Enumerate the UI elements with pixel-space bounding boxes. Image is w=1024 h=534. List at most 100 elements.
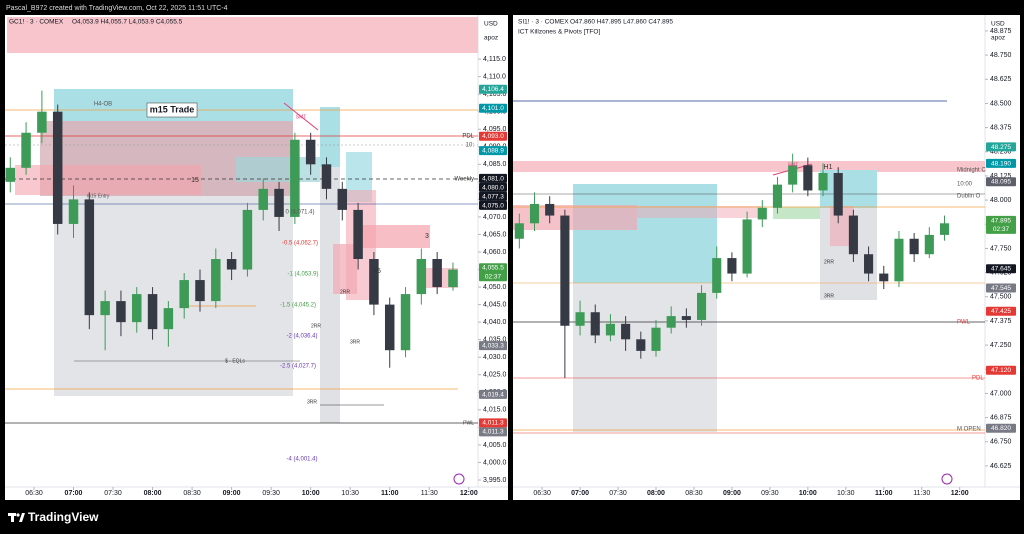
candle-body xyxy=(305,139,316,165)
annotation: 3RR xyxy=(824,293,834,299)
x-tick-label: 11:00 xyxy=(381,490,399,497)
annotation: H4-OB xyxy=(94,102,112,108)
y-tick-label: 4,065.0 xyxy=(483,231,506,238)
candle-body xyxy=(116,301,126,323)
candle-body xyxy=(432,259,442,288)
price-tag xyxy=(479,146,507,156)
annotation: 2RR xyxy=(824,259,834,265)
candle-body xyxy=(68,199,79,224)
y-tick-label: 4,115.0 xyxy=(483,56,506,63)
candle-body xyxy=(560,215,570,326)
candle-body xyxy=(369,259,379,305)
brand-logo xyxy=(8,513,25,522)
smt-line xyxy=(283,102,319,131)
y-tick-label: 4,015.0 xyxy=(483,407,506,414)
x-tick-label: 12:00 xyxy=(460,490,478,497)
x-tick-label: 10:30 xyxy=(837,490,855,497)
x-tick-label: 07:30 xyxy=(609,490,627,497)
candle-body xyxy=(681,316,691,320)
price-tag xyxy=(986,215,1016,234)
alert-icon[interactable] xyxy=(941,473,953,485)
y-tick-label: 4,045.0 xyxy=(483,301,506,308)
y-tick-label: 47.375 xyxy=(990,318,1012,325)
annotation: PWL xyxy=(463,420,474,426)
price-tag xyxy=(986,177,1016,187)
y-tick-label: 48.000 xyxy=(990,197,1012,204)
price-tag-label: 4,093.0 xyxy=(482,133,504,140)
annotation: 15 xyxy=(373,268,381,275)
price-tag-label: 4,106.4 xyxy=(482,86,504,93)
candle-body xyxy=(226,259,237,270)
zone xyxy=(320,107,340,167)
candle-body xyxy=(321,164,332,189)
candle-body xyxy=(864,254,874,274)
x-tick-label: 06:30 xyxy=(533,490,551,497)
price-tag-label: 48.275 xyxy=(991,144,1011,151)
price-tag-label: 4,101.0 xyxy=(482,105,504,112)
candle-body xyxy=(132,294,142,323)
x-tick-label: 06:30 xyxy=(25,490,43,497)
candle-body xyxy=(290,139,300,217)
price-tag-label: 47.120 xyxy=(991,367,1011,374)
price-tag xyxy=(479,200,507,210)
x-tick-label: 10:00 xyxy=(302,490,320,497)
candle-body xyxy=(621,323,631,340)
y-tick-label: 46.750 xyxy=(990,439,1012,446)
candle-body xyxy=(803,165,813,191)
price-tag xyxy=(986,264,1016,274)
y-tick-label: 4,095.0 xyxy=(483,126,506,133)
right-drawings xyxy=(513,100,985,485)
x-tick-label: 11:00 xyxy=(875,490,893,497)
zone xyxy=(637,206,761,218)
zone xyxy=(573,283,717,432)
candle-body xyxy=(353,209,363,260)
candle-body xyxy=(575,312,585,326)
alert-icon[interactable] xyxy=(453,473,465,485)
annotation: PDL xyxy=(972,376,984,382)
scale-label: apoz xyxy=(991,35,1005,42)
x-tick-label: 10:00 xyxy=(799,490,817,497)
zone xyxy=(573,184,717,283)
charts: GC1! · 3 · COMEX O4,053.9 H4,055.7 L4,053… xyxy=(5,19,1016,497)
candle-body xyxy=(37,111,47,133)
price-tag-label: 48.095 xyxy=(991,179,1011,186)
x-tick-label: 11:30 xyxy=(913,490,930,497)
y-tick-label: 4,030.0 xyxy=(483,354,506,361)
annotation: PDL xyxy=(462,134,474,140)
y-tick-label: 4,105.0 xyxy=(483,91,506,98)
annotation: 10: xyxy=(466,143,475,149)
x-tick-label: 10:30 xyxy=(341,490,359,497)
price-tag-label: 46.820 xyxy=(991,425,1011,432)
candle-body xyxy=(400,294,411,351)
annotation: 2RR xyxy=(340,289,350,295)
y-tick-label: 48.125 xyxy=(990,173,1012,180)
annotation: H1 xyxy=(824,164,833,171)
price-tag xyxy=(479,341,507,351)
y-tick-label: 4,035.0 xyxy=(483,337,506,344)
zone xyxy=(236,157,331,182)
y-tick-label: 48.250 xyxy=(990,149,1012,156)
y-tick-label: 4,005.0 xyxy=(483,442,506,449)
logo-part xyxy=(11,513,14,522)
candle-body xyxy=(84,199,95,316)
price-tag xyxy=(986,306,1016,316)
price-tag-label: 48.190 xyxy=(991,160,1011,167)
candle-body xyxy=(258,188,268,210)
annotation: M OPEN xyxy=(957,427,981,433)
candle-body xyxy=(833,173,843,216)
y-tick-label: 47.500 xyxy=(990,294,1012,301)
zone xyxy=(356,225,430,248)
candle-body xyxy=(772,184,783,208)
candle-body xyxy=(21,132,31,168)
price-tag xyxy=(479,84,507,94)
price-tag-label: 4,033.3 xyxy=(482,343,504,350)
x-tick-label: 09:30 xyxy=(761,490,779,497)
y-tick-label: 3,995.0 xyxy=(483,477,506,484)
candle-body xyxy=(590,312,600,336)
x-tick-label: 08:30 xyxy=(183,490,201,497)
candle-body xyxy=(529,203,540,224)
annotation: -2 (4,036.4) xyxy=(286,334,317,340)
annotation: -1.5 (4,045.2) xyxy=(280,303,316,309)
price-tag-label: 4,011.3 xyxy=(482,429,504,436)
price-tag-label: 4,019.4 xyxy=(482,391,504,398)
